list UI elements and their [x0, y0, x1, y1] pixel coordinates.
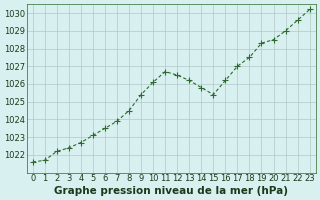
X-axis label: Graphe pression niveau de la mer (hPa): Graphe pression niveau de la mer (hPa): [54, 186, 288, 196]
